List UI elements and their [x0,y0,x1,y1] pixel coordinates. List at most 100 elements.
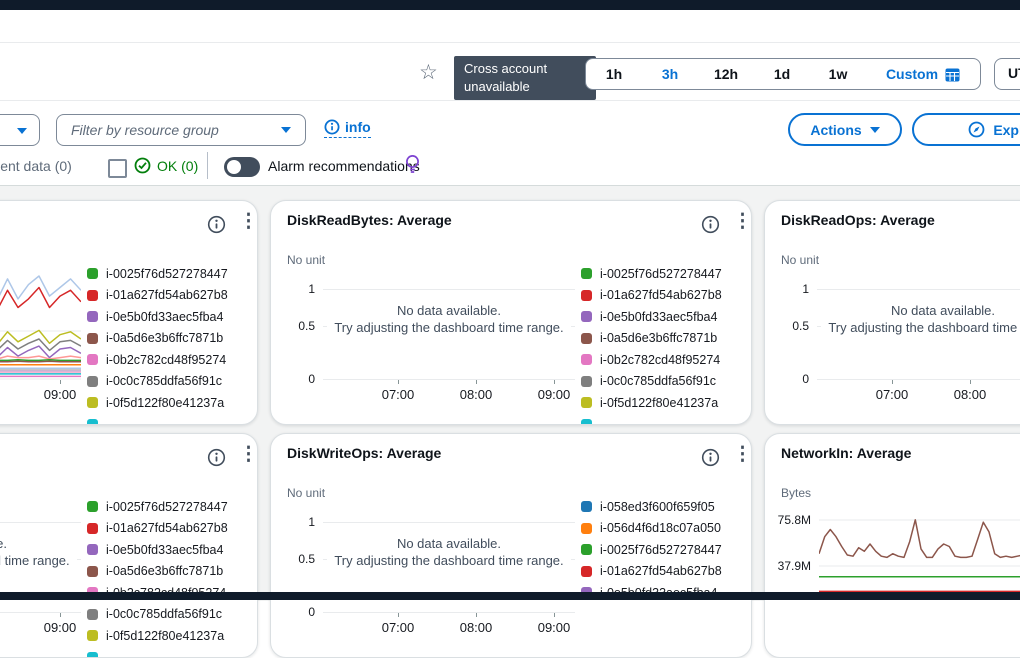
legend-item[interactable] [87,647,228,658]
y-axis-label: 0 [271,605,315,619]
divider [207,152,208,179]
favorite-star-icon[interactable]: ☆ [419,62,438,83]
legend-item[interactable]: i-01a627fd54ab627b8 [87,285,228,307]
time-range-3h[interactable]: 3h [642,66,698,82]
legend-label: i-0e5b0fd33aec5fba4 [600,310,717,324]
time-range-1h[interactable]: 1h [586,66,642,82]
legend-swatch [87,333,98,344]
legend-item[interactable]: i-0c0c785ddfa56f91c [581,371,722,393]
info-icon[interactable] [207,215,226,239]
actions-label: Actions [810,122,861,138]
info-icon[interactable] [701,448,720,472]
card-menu-icon[interactable]: ⋮ [733,444,752,466]
time-range-12h[interactable]: 12h [698,66,754,82]
legend-item[interactable]: i-0e5b0fd33aec5fba4 [87,539,228,561]
timezone-button[interactable]: UTC [994,58,1020,90]
x-axis-tick [892,380,893,384]
legend-item[interactable]: i-0c0c785ddfa56f91c [87,604,228,626]
resource-group-filter-dropdown[interactable]: Filter by resource group [56,114,306,146]
card-title: DiskReadOps: Average [781,212,935,228]
legend-item[interactable] [581,414,722,426]
x-axis-tick [554,380,555,384]
gridline [817,379,1020,380]
x-axis-label: 09:00 [529,620,579,635]
legend-item[interactable]: i-01a627fd54ab627b8 [581,285,722,307]
legend-item[interactable]: i-0025f76d527278447 [87,263,228,285]
instance-filter-dropdown[interactable] [0,114,40,146]
legend-item[interactable]: i-0a5d6e3b6ffc7871b [581,328,722,350]
legend-swatch [87,501,98,512]
card-title: DiskWriteOps: Average [287,445,441,461]
card-menu-icon[interactable]: ⋮ [239,444,258,466]
legend-item[interactable]: i-0025f76d527278447 [87,496,228,518]
legend-item[interactable]: i-01a627fd54ab627b8 [581,561,722,583]
x-axis-label: 08:00 [451,620,501,635]
legend-item[interactable]: i-056d4f6d18c07a050 [581,518,722,540]
gridline [323,289,575,290]
y-axis-label: 0.5 [271,319,315,333]
explore-related-button[interactable]: Explore rel [912,113,1020,146]
chart-line [0,330,81,344]
gridline [323,612,575,613]
info-icon[interactable] [207,448,226,472]
x-axis-tick [398,380,399,384]
legend-label: i-058ed3f600f659f05 [600,500,715,514]
legend-swatch [581,544,592,555]
legend-swatch [87,630,98,641]
legend-item[interactable]: i-058ed3f600f659f05 [581,496,722,518]
actions-button[interactable]: Actions [788,113,902,146]
legend-item[interactable]: i-01a627fd54ab627b8 [87,518,228,540]
legend-item[interactable]: i-0f5d122f80e41237a [87,392,228,414]
x-axis-label: 08:00 [0,620,7,635]
legend-item[interactable]: i-0025f76d527278447 [581,539,722,561]
legend-item[interactable]: i-0025f76d527278447 [581,263,722,285]
no-data-line1: No data available. [327,302,571,319]
x-axis-label: 07:00 [373,387,423,402]
legend-item[interactable]: i-0e5b0fd33aec5fba4 [87,306,228,328]
info-icon[interactable] [701,215,720,239]
ok-label: OK (0) [157,158,198,174]
chart-unit-label: No unit [287,253,325,267]
legend-swatch [581,397,592,408]
legend-item[interactable]: i-0a5d6e3b6ffc7871b [87,328,228,350]
no-data-message: No data available.Try adjusting the dash… [327,302,571,336]
legend-item[interactable]: i-0b2c782cd48f95274 [87,349,228,371]
card-menu-icon[interactable]: ⋮ [239,211,258,233]
x-axis-tick [60,380,61,384]
legend-swatch [581,376,592,387]
legend-item[interactable]: i-0f5d122f80e41237a [581,392,722,414]
y-axis-label: 0 [765,372,809,386]
chart-unit-label: Bytes [781,486,811,500]
legend-swatch [87,523,98,534]
info-link[interactable]: info [324,119,371,138]
ok-filter-checkbox[interactable] [108,159,127,178]
x-axis-tick [398,613,399,617]
legend-item[interactable] [87,414,228,426]
legend-label: i-0c0c785ddfa56f91c [106,607,222,621]
no-data-message: No data available.Try adjusting the dash… [0,535,77,569]
x-axis-tick [554,613,555,617]
time-range-1w[interactable]: 1w [810,66,866,82]
time-range-custom[interactable]: Custom [866,66,980,82]
legend-item[interactable]: i-0a5d6e3b6ffc7871b [87,561,228,583]
legend-label: i-01a627fd54ab627b8 [600,288,722,302]
legend-label: i-0b2c782cd48f95274 [106,353,226,367]
no-data-message: No data available.Try adjusting the dash… [327,535,571,569]
legend-swatch [87,376,98,387]
time-range-1d[interactable]: 1d [754,66,810,82]
chevron-down-icon [870,127,880,133]
legend-item[interactable]: i-0c0c785ddfa56f91c [87,371,228,393]
legend-swatch [87,397,98,408]
y-axis-label: 1 [271,282,315,296]
legend-item[interactable]: i-0b2c782cd48f95274 [581,349,722,371]
alarm-recommendations-toggle[interactable] [224,157,260,177]
legend-item[interactable]: i-0f5d122f80e41237a [87,625,228,647]
gridline [323,522,575,523]
card-menu-icon[interactable]: ⋮ [733,211,752,233]
legend-swatch [87,609,98,620]
legend-item[interactable]: i-0e5b0fd33aec5fba4 [581,306,722,328]
legend-swatch [87,268,98,279]
